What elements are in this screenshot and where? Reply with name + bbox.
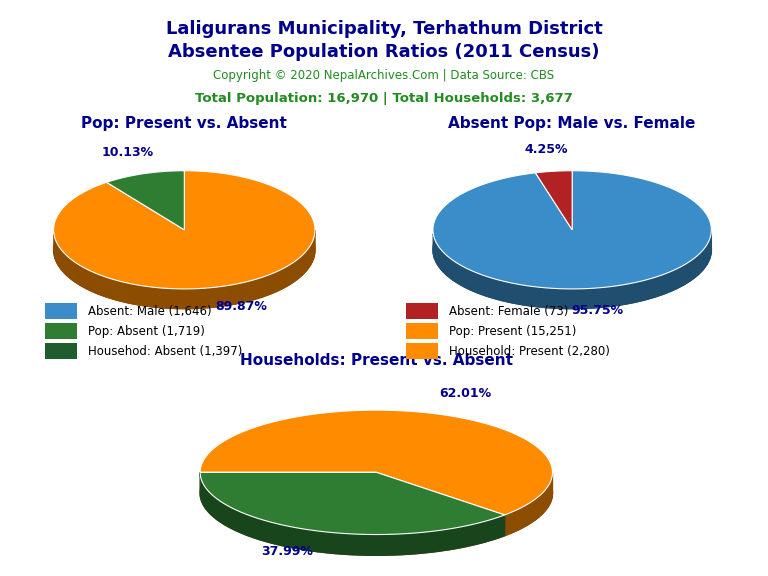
Text: Pop: Present vs. Absent: Pop: Present vs. Absent xyxy=(81,116,287,131)
Text: Household: Present (2,280): Household: Present (2,280) xyxy=(449,345,610,358)
Text: Pop: Absent (1,719): Pop: Absent (1,719) xyxy=(88,325,205,338)
Text: 62.01%: 62.01% xyxy=(440,386,492,400)
Polygon shape xyxy=(433,170,711,289)
Bar xyxy=(406,303,439,319)
Text: Total Population: 16,970 | Total Households: 3,677: Total Population: 16,970 | Total Househo… xyxy=(195,92,573,105)
Text: Househod: Absent (1,397): Househod: Absent (1,397) xyxy=(88,345,243,358)
Ellipse shape xyxy=(200,431,552,555)
Text: 4.25%: 4.25% xyxy=(525,143,568,156)
Polygon shape xyxy=(54,170,315,289)
Bar xyxy=(45,303,77,319)
Bar xyxy=(45,323,77,339)
Text: Absent Pop: Male vs. Female: Absent Pop: Male vs. Female xyxy=(449,116,696,131)
Text: Laligurans Municipality, Terhathum District: Laligurans Municipality, Terhathum Distr… xyxy=(166,20,602,38)
Ellipse shape xyxy=(54,191,315,309)
Polygon shape xyxy=(200,472,505,535)
Bar xyxy=(45,343,77,359)
Polygon shape xyxy=(200,472,505,555)
Text: 37.99%: 37.99% xyxy=(261,545,313,558)
Text: Absent: Male (1,646): Absent: Male (1,646) xyxy=(88,305,212,317)
Polygon shape xyxy=(505,473,552,536)
Polygon shape xyxy=(54,230,315,309)
Bar xyxy=(406,343,439,359)
Polygon shape xyxy=(535,170,572,230)
Text: 10.13%: 10.13% xyxy=(102,146,154,160)
Text: Absentee Population Ratios (2011 Census): Absentee Population Ratios (2011 Census) xyxy=(168,43,600,61)
Ellipse shape xyxy=(433,191,711,309)
Text: Absent: Female (73): Absent: Female (73) xyxy=(449,305,568,317)
Bar xyxy=(406,323,439,339)
Text: Copyright © 2020 NepalArchives.Com | Data Source: CBS: Copyright © 2020 NepalArchives.Com | Dat… xyxy=(214,69,554,82)
Text: 95.75%: 95.75% xyxy=(571,304,624,317)
Polygon shape xyxy=(200,410,552,515)
Text: Households: Present vs. Absent: Households: Present vs. Absent xyxy=(240,353,513,367)
Polygon shape xyxy=(107,170,184,230)
Text: Pop: Present (15,251): Pop: Present (15,251) xyxy=(449,325,576,338)
Polygon shape xyxy=(433,232,711,309)
Text: 89.87%: 89.87% xyxy=(215,300,266,313)
